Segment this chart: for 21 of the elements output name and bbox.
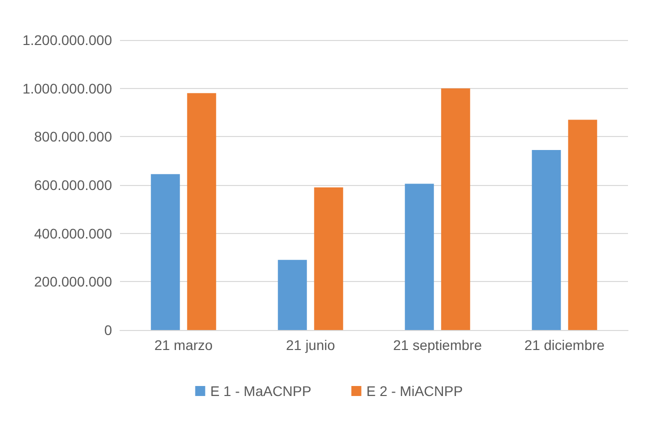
- bar: [568, 120, 598, 330]
- bar: [532, 150, 561, 330]
- y-tick-label: 1.200.000.000: [22, 32, 112, 48]
- x-tick-label: 21 marzo: [154, 337, 213, 353]
- y-tick-label: 1.000.000.000: [22, 80, 112, 96]
- bar: [278, 260, 307, 330]
- legend-label: E 2 - MiACNPP: [366, 383, 463, 399]
- x-tick-label: 21 diciembre: [524, 337, 605, 353]
- x-tick-label: 21 junio: [286, 337, 336, 353]
- bar: [314, 187, 344, 330]
- y-tick-label: 400.000.000: [34, 225, 112, 242]
- bar: [150, 174, 180, 330]
- y-tick-label: 800.000.000: [34, 128, 112, 145]
- x-tick-label: 21 septiembre: [393, 337, 482, 353]
- y-tick-label: 200.000.000: [34, 274, 112, 290]
- bar: [187, 93, 216, 330]
- bar: [441, 88, 470, 330]
- y-tick-label: 0: [104, 322, 112, 338]
- legend-label: E 1 - MaACNPP: [210, 383, 312, 399]
- bar: [404, 184, 434, 330]
- y-tick-label: 600.000.000: [34, 177, 112, 193]
